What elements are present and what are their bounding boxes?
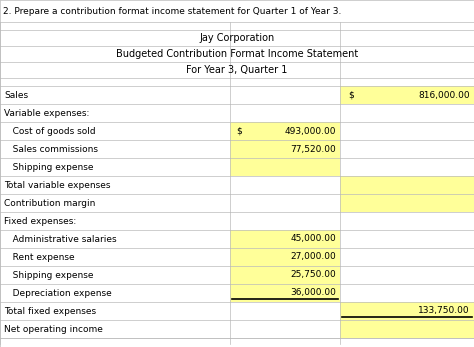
- Bar: [230, 140, 340, 158]
- Text: 77,520.00: 77,520.00: [290, 144, 336, 153]
- Text: 27,000.00: 27,000.00: [290, 253, 336, 262]
- Bar: [230, 284, 340, 302]
- Text: Budgeted Contribution Format Income Statement: Budgeted Contribution Format Income Stat…: [116, 49, 358, 59]
- Text: 36,000.00: 36,000.00: [290, 288, 336, 297]
- Bar: [340, 86, 474, 104]
- Text: 25,750.00: 25,750.00: [290, 271, 336, 279]
- Bar: [230, 122, 340, 140]
- Text: Rent expense: Rent expense: [4, 253, 74, 262]
- Text: Variable expenses:: Variable expenses:: [4, 109, 90, 118]
- Text: Net operating income: Net operating income: [4, 324, 103, 333]
- Text: Shipping expense: Shipping expense: [4, 271, 93, 279]
- Bar: [230, 158, 340, 176]
- Text: Total fixed expenses: Total fixed expenses: [4, 306, 96, 315]
- Text: Total variable expenses: Total variable expenses: [4, 180, 110, 189]
- Text: Jay Corporation: Jay Corporation: [200, 33, 274, 43]
- Text: Shipping expense: Shipping expense: [4, 162, 93, 171]
- Text: Depreciation expense: Depreciation expense: [4, 288, 112, 297]
- Text: Cost of goods sold: Cost of goods sold: [4, 127, 96, 135]
- Text: Fixed expenses:: Fixed expenses:: [4, 217, 76, 226]
- Text: $: $: [236, 127, 242, 135]
- Bar: [340, 320, 474, 338]
- Bar: [230, 248, 340, 266]
- Text: Sales: Sales: [4, 91, 28, 100]
- Bar: [0, 0, 474, 22]
- Text: 816,000.00: 816,000.00: [419, 91, 470, 100]
- Text: 45,000.00: 45,000.00: [290, 235, 336, 244]
- Bar: [230, 230, 340, 248]
- Text: Contribution margin: Contribution margin: [4, 198, 95, 208]
- Bar: [340, 302, 474, 320]
- Text: 493,000.00: 493,000.00: [284, 127, 336, 135]
- Text: $: $: [348, 91, 354, 100]
- Bar: [340, 176, 474, 194]
- Text: Administrative salaries: Administrative salaries: [4, 235, 117, 244]
- Text: 2. Prepare a contribution format income statement for Quarter 1 of Year 3.: 2. Prepare a contribution format income …: [3, 7, 341, 16]
- Bar: [230, 266, 340, 284]
- Text: 133,750.00: 133,750.00: [419, 306, 470, 315]
- Bar: [340, 194, 474, 212]
- Text: For Year 3, Quarter 1: For Year 3, Quarter 1: [186, 65, 288, 75]
- Text: Sales commissions: Sales commissions: [4, 144, 98, 153]
